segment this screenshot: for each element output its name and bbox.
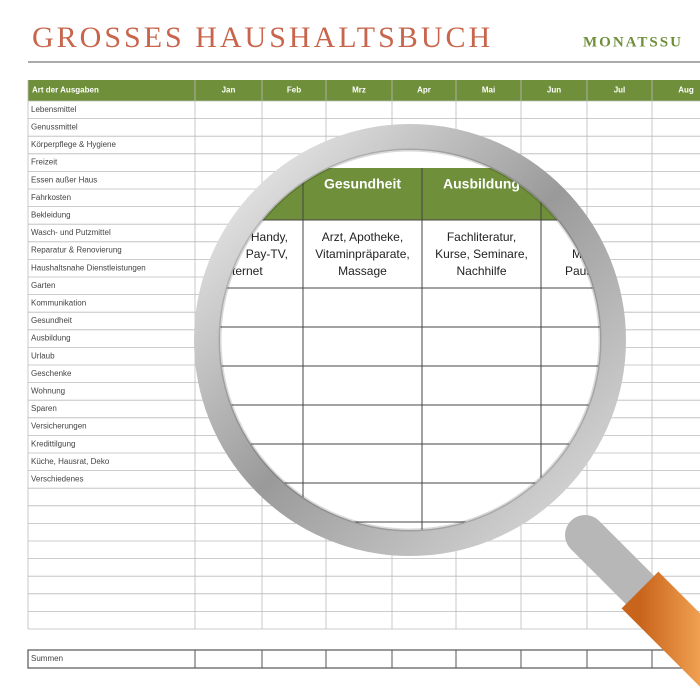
zoom-cell-text: Handy, [251,230,288,244]
row-label: Genussmittel [31,123,78,132]
column-header: Jul [614,86,626,95]
column-header: Jun [547,86,561,95]
lens-glare [218,148,602,532]
zoom-cell-text: Massage [338,264,387,278]
header-row [28,80,700,101]
row-label: Kommunikation [31,299,86,308]
title: GROSSES HAUSHALTSBUCH [32,21,493,54]
handle-grip [621,571,700,687]
magnifier: Gesundheit Ausbildung Handy, Pay-TV, ternet A… [194,124,700,687]
row-label: Geschenke [31,369,72,378]
row-label: Verschiedenes [31,475,83,484]
column-header: Art der Ausgaben [32,86,99,95]
column-header: Apr [417,86,431,95]
zoom-header-text: Ausbildung [443,176,520,192]
row-label: Haushaltsnahe Dienstleistungen [31,263,146,272]
row-label: Körperpflege & Hygiene [31,140,116,149]
column-header: Jan [222,86,236,95]
row-label: Kredittilgung [31,439,75,448]
lens-ring [194,124,626,556]
column-header: Feb [287,86,301,95]
sum-row [27,649,700,669]
row-label: Ausbildung [31,334,71,343]
zoom-cell-text: Vitaminpräparate, [315,247,410,261]
zoom-cell-text: M [572,247,582,261]
row-label: Bekleidung [31,211,71,220]
zoom-cell-text: ternet [232,264,263,278]
column-header: Mrz [352,86,366,95]
zoom-cell-text: Pay-TV, [246,247,288,261]
zoom-cell-text: Paus [565,264,592,278]
row-label: Küche, Hausrat, Deko [31,457,110,466]
row-label: Wasch- und Putzmittel [31,228,111,237]
zoom-cell-text: Arzt, Apotheke, [322,230,403,244]
row-label: Versicherungen [31,422,87,431]
row-label: Sparen [31,404,57,413]
sum-label: Summen [31,654,63,663]
row-label: Garten [31,281,55,290]
subtitle: MONATSSU [583,34,683,50]
row-label: Essen außer Haus [31,175,97,184]
row-label: Freizeit [31,158,58,167]
row-label: Gesundheit [31,316,73,325]
zoom-cell-text: Fachliteratur, [447,230,516,244]
zoom-cell-text: Kurse, Seminare, [435,247,528,261]
zoom-cell-text: Nachhilfe [456,264,506,278]
lens: Gesundheit Ausbildung Handy, Pay-TV, ternet A… [220,150,600,530]
zoom-header-text: Gesundheit [324,176,401,192]
row-label: Fahrkosten [31,193,71,202]
row-label: Lebensmittel [31,105,77,114]
row-label: Reparatur & Renovierung [31,246,122,255]
column-header: Mai [482,86,495,95]
row-label: Urlaub [31,351,55,360]
row-label: Wohnung [31,387,65,396]
column-header: Aug [678,86,694,95]
